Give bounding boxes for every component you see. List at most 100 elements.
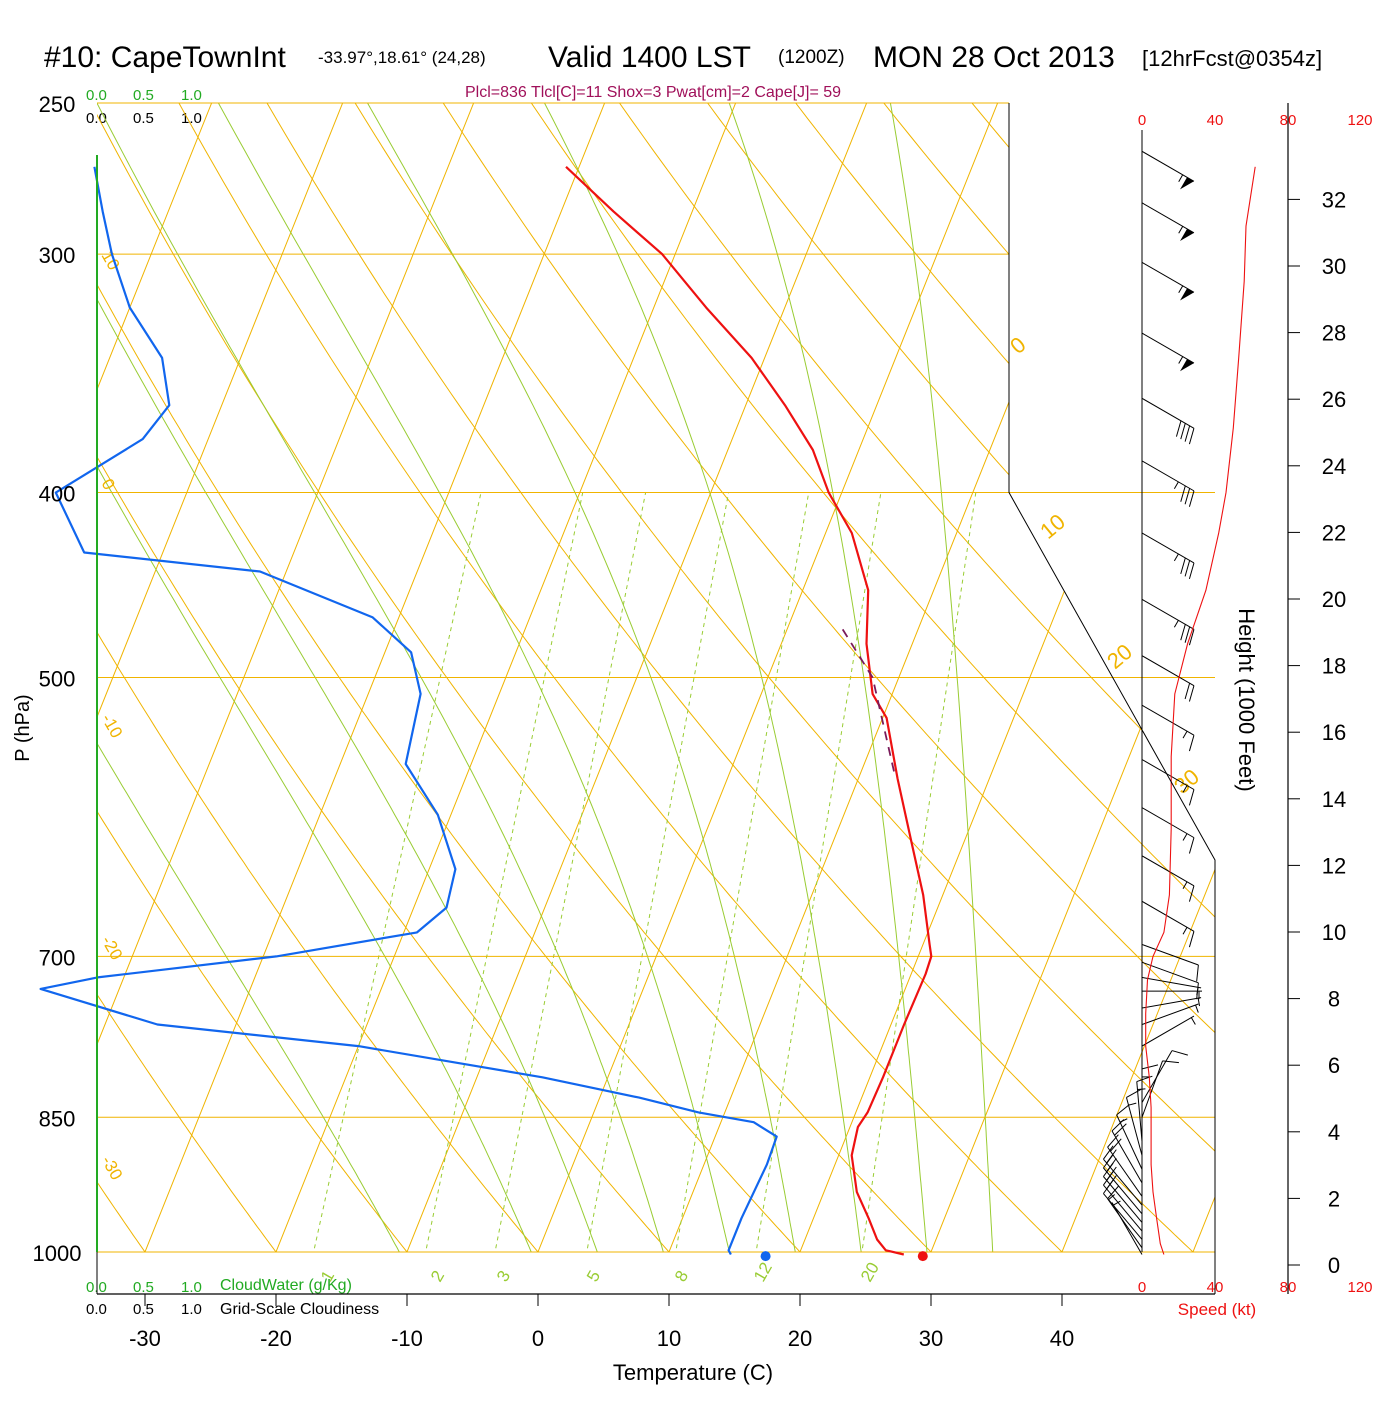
wind-barb-staff <box>1103 1159 1142 1205</box>
cloudiness-label: Grid-Scale Cloudiness <box>220 1301 379 1318</box>
wind-barb-flag <box>1181 423 1186 439</box>
cloud-scale-bottom: 0.0 0.5 1.0 CloudWater (g/Kg) 0.0 0.5 1.… <box>86 1277 379 1318</box>
x-tick-label: 0 <box>532 1326 544 1351</box>
y-tick-label: 500 <box>39 667 76 692</box>
mixing-ratio-label: 12 <box>750 1259 776 1285</box>
wind-barb-half <box>1198 998 1199 1006</box>
mixing-ratio-label: 5 <box>583 1267 604 1285</box>
wind-barb-flag <box>1185 488 1190 504</box>
wind-barb-pennant <box>1180 177 1194 189</box>
dry-adiabat-line <box>1236 103 1400 1260</box>
speed-bottom-3: 120 <box>1347 1279 1372 1296</box>
height-tick-label: 4 <box>1328 1120 1340 1145</box>
dry-adiabat-label: -30 <box>98 1153 127 1184</box>
wind-barb-staff <box>1103 1194 1142 1240</box>
isotherm-line <box>1190 96 1400 1260</box>
wind-barb-flag <box>1185 560 1190 576</box>
series-temperature-line <box>566 167 931 1255</box>
wind-barb-half <box>1174 482 1178 489</box>
wind-barb-pennant <box>1180 359 1194 371</box>
isotherm-line <box>1059 96 1400 1260</box>
wind-barb-staff <box>1142 856 1194 886</box>
wind-barb-staff <box>1142 599 1194 629</box>
height-tick-label: 0 <box>1328 1253 1340 1278</box>
wind-barb-flag <box>1172 1051 1188 1056</box>
height-tick-label: 12 <box>1322 853 1346 878</box>
wind-barb-staff <box>1142 398 1194 428</box>
moist-adiabat-line <box>0 103 600 1260</box>
cloudwater-top-2: 1.0 <box>181 87 202 104</box>
wind-barb-staff <box>1126 1097 1142 1155</box>
dry-adiabat-line <box>1060 103 1400 1260</box>
height-tick-label: 20 <box>1322 587 1346 612</box>
dry-adiabat-line <box>0 103 545 1260</box>
wind-barb-staff <box>1142 808 1194 838</box>
height-tick-label: 22 <box>1322 520 1346 545</box>
wind-barb-staff <box>1142 203 1194 233</box>
y-tick-label: 700 <box>39 945 76 970</box>
wind-barb-half <box>1174 554 1178 561</box>
height-tick-label: 10 <box>1322 920 1346 945</box>
height-tick-label: 8 <box>1328 987 1340 1012</box>
height-tick-label: 30 <box>1322 254 1346 279</box>
height-tick-label: 16 <box>1322 720 1346 745</box>
wind-barb-half <box>1179 286 1183 293</box>
y-tick-label: 400 <box>39 482 76 507</box>
mixing-ratio-label: 20 <box>857 1259 883 1285</box>
wind-barb-staff <box>1142 705 1194 735</box>
x-tick-label: 40 <box>1050 1326 1074 1351</box>
wind-barb-flag <box>1189 838 1194 854</box>
wind-barb-flag <box>1189 931 1194 947</box>
height-tick-label: 32 <box>1322 187 1346 212</box>
wind-barb-half <box>1179 175 1183 182</box>
wind-barb-flag <box>1181 486 1186 502</box>
isotherm-label: 30 <box>1169 764 1204 799</box>
y-tick-label: 1000 <box>33 1241 82 1266</box>
x-tick-label: -10 <box>391 1326 423 1351</box>
moist-adiabat-line <box>0 103 535 1260</box>
cloudiness-top-1: 0.5 <box>133 110 154 127</box>
wind-barb-staff <box>1112 1203 1142 1255</box>
wind-barb-half <box>1183 731 1187 738</box>
wind-barb-half <box>1174 620 1178 627</box>
y-tick-label: 300 <box>39 243 76 268</box>
wind-barb-flag <box>1185 683 1190 699</box>
wind-barb-half <box>1179 357 1183 364</box>
valid-time: Valid 1400 LST <box>548 41 751 74</box>
speed-axis-label: Speed (kt) <box>1178 1300 1256 1319</box>
isotherm-label: 10 <box>1035 509 1070 544</box>
height-tick-label: 28 <box>1322 321 1346 346</box>
wind-barb-pennant <box>1180 229 1194 241</box>
wind-barb-staff <box>1142 151 1194 181</box>
mixing-ratio-line <box>494 493 645 1257</box>
x-axis-label: Temperature (C) <box>613 1360 773 1385</box>
wind-barb-flag <box>1189 428 1194 444</box>
wind-barb-flag <box>1108 1135 1119 1147</box>
wind-barb-flag <box>1142 1065 1158 1069</box>
wind-barb-staff <box>1103 1168 1142 1214</box>
speed-top-0: 0 <box>1138 112 1146 129</box>
moist-adiabat-line <box>890 103 993 1260</box>
cloud-scale-top: 0.0 0.5 1.0 0.0 0.5 1.0 <box>86 87 202 127</box>
wind-barb-flag <box>1176 421 1181 437</box>
wind-barb-staff <box>1142 944 1198 965</box>
wind-barb-half <box>1137 1089 1145 1090</box>
background-clip-group <box>0 96 1400 1260</box>
wind-barb-flag <box>1189 563 1194 579</box>
wind-barb-flag <box>1197 965 1199 981</box>
y-tick-label: 250 <box>39 92 76 117</box>
dry-adiabat-label: -20 <box>98 933 127 964</box>
x-tick-label: -30 <box>129 1326 161 1351</box>
forecast-info: [12hrFcst@0354z] <box>1142 46 1322 71</box>
wind-barb-staff <box>1142 1016 1194 1046</box>
dry-adiabat-line <box>267 103 1202 1260</box>
height-axis-label: Height (1000 Feet) <box>1234 608 1259 791</box>
wind-barb-staff <box>1103 1185 1142 1231</box>
dry-adiabat-line <box>0 103 19 1260</box>
mixing-ratio-line <box>675 493 809 1257</box>
wind-barb-staff <box>1142 333 1194 363</box>
stability-indices: Plcl=836 Tlcl[C]=11 Shox=3 Pwat[cm]=2 Ca… <box>465 84 841 101</box>
wind-barb-staff <box>1142 262 1194 292</box>
x-tick-label: 30 <box>919 1326 943 1351</box>
